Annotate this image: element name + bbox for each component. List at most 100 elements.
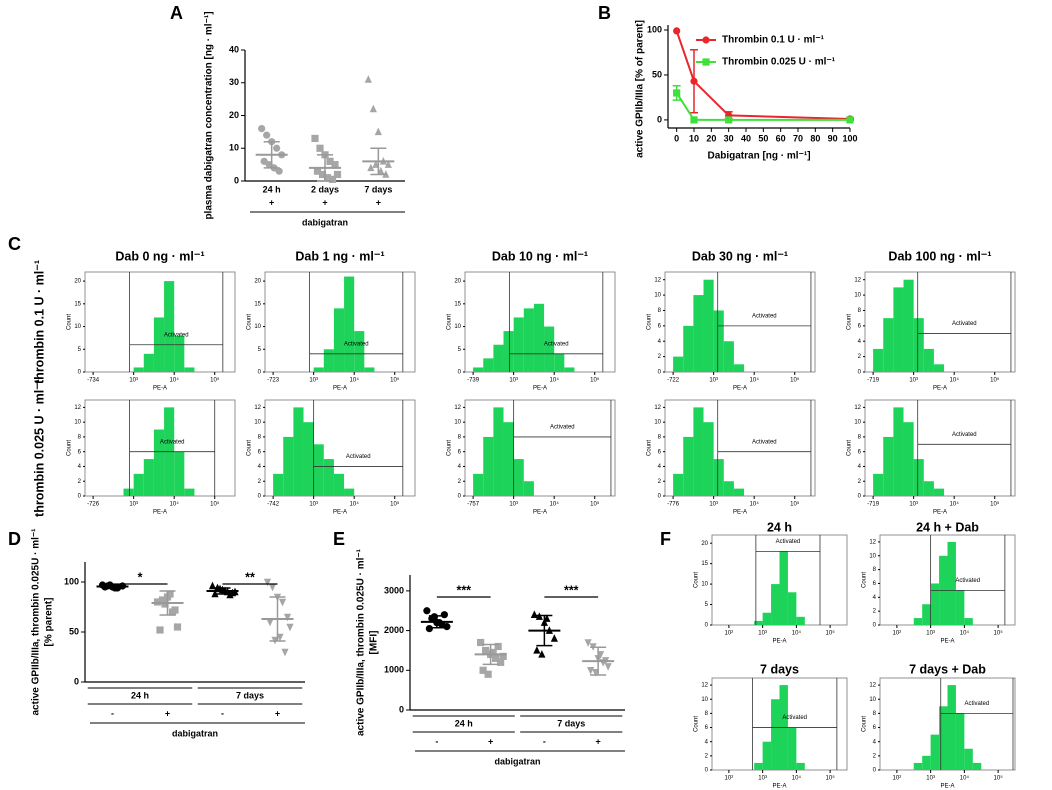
x-axis-label: PE-A xyxy=(333,386,347,392)
dot xyxy=(725,116,733,124)
x-tick-label: 10⁵ xyxy=(990,377,1000,384)
y-tick-label: 4 xyxy=(705,739,709,745)
treatment-label: + xyxy=(165,708,170,718)
bar xyxy=(333,308,345,372)
dot xyxy=(673,27,681,35)
x-tick-label: 60 xyxy=(776,133,786,143)
bar xyxy=(762,741,772,770)
y-axis-label: Count xyxy=(247,440,253,456)
gate-label: Activated xyxy=(164,332,189,338)
bar xyxy=(723,481,734,496)
y-tick-label: 15 xyxy=(74,301,81,307)
y-tick-label: 0 xyxy=(74,676,79,686)
y-tick-label: 100 xyxy=(647,24,662,34)
y-tick-label: 5 xyxy=(705,602,709,608)
dot xyxy=(318,170,327,179)
x-tick-label: -722 xyxy=(667,378,680,384)
x-tick-label: 30 xyxy=(724,133,734,143)
y-tick-label: 6 xyxy=(658,323,662,329)
dot xyxy=(369,104,377,113)
x-axis-label: PE-A xyxy=(933,510,947,516)
x-tick-label: 10⁴ xyxy=(550,377,560,384)
gate-label: Activated xyxy=(955,578,980,584)
y-tick-label: 2 xyxy=(78,479,82,485)
gate-label: Activated xyxy=(346,454,371,460)
bar xyxy=(133,367,144,372)
panel-title: Dab 10 ng · ml⁻¹ xyxy=(492,249,588,263)
bar xyxy=(930,734,940,770)
x-tick-label: 10⁵ xyxy=(994,775,1004,782)
x-tick-label: 10² xyxy=(893,776,902,782)
dot xyxy=(323,174,332,182)
x-tick-label: 20 xyxy=(706,133,716,143)
bar xyxy=(313,367,324,372)
bar xyxy=(922,604,931,625)
dot xyxy=(173,623,182,631)
y-tick-label: 8 xyxy=(658,435,662,441)
bar xyxy=(143,353,154,372)
bar xyxy=(133,473,144,496)
x-tick-label: 10⁵ xyxy=(210,377,220,384)
dot xyxy=(313,167,322,175)
legend-marker xyxy=(702,58,710,66)
bar xyxy=(503,422,514,496)
y-tick-label: 6 xyxy=(858,323,862,329)
bar xyxy=(344,276,355,372)
y-tick-label: 12 xyxy=(701,683,708,689)
dot xyxy=(497,658,505,666)
dot xyxy=(423,607,431,615)
dot xyxy=(266,618,274,627)
plot-frame xyxy=(464,399,616,497)
significance-label: *** xyxy=(564,583,579,597)
x-tick-label: 90 xyxy=(828,133,838,143)
y-tick-label: 8 xyxy=(858,435,862,441)
bar xyxy=(796,616,805,625)
category-label: 24 h xyxy=(455,718,473,728)
panel-title: Dab 30 ng · ml⁻¹ xyxy=(692,249,788,263)
y-tick-label: 12 xyxy=(654,277,661,283)
x-tick-label: 10³ xyxy=(129,502,138,508)
dot xyxy=(440,611,448,619)
y-tick-label: 40 xyxy=(229,44,239,54)
bar xyxy=(554,353,565,372)
treatment-label: + xyxy=(376,197,381,207)
dot xyxy=(311,134,319,143)
bar xyxy=(703,279,714,372)
x-tick-label: -734 xyxy=(87,378,100,384)
y-tick-label: 0 xyxy=(78,494,82,500)
bar xyxy=(713,310,724,372)
bar xyxy=(787,592,797,625)
row-label: thrombin 0.1 U · ml⁻¹ xyxy=(32,260,46,384)
panel-label: C xyxy=(8,234,21,254)
bar xyxy=(123,488,134,496)
bar xyxy=(303,422,314,496)
treatment-label: + xyxy=(488,736,493,746)
panel-title: 24 h + Dab xyxy=(916,520,979,534)
series-line xyxy=(675,30,851,121)
legend-label: Thrombin 0.025 U · ml⁻¹ xyxy=(722,57,836,68)
gate-label: Activated xyxy=(344,341,369,347)
bar xyxy=(930,583,940,625)
bar xyxy=(947,541,956,625)
bar xyxy=(693,407,704,496)
x-tick-label: -726 xyxy=(87,502,100,508)
x-tick-label: 10⁵ xyxy=(590,501,600,508)
y-tick-label: 2 xyxy=(658,479,662,485)
bar xyxy=(323,349,334,372)
bar xyxy=(364,367,375,372)
x-tick-label: 10² xyxy=(893,631,902,637)
treatment-label: - xyxy=(435,736,438,746)
y-axis-label: [MFI] xyxy=(369,631,380,655)
x-tick-label: 10³ xyxy=(909,378,918,384)
y-tick-label: 10 xyxy=(654,293,661,299)
panel-title: Dab 100 ng · ml⁻¹ xyxy=(888,249,991,263)
bar xyxy=(503,331,514,372)
y-tick-label: 12 xyxy=(854,277,861,283)
bar xyxy=(762,612,772,625)
bar xyxy=(883,436,894,496)
y-tick-label: 0 xyxy=(705,623,709,629)
bar xyxy=(333,473,345,496)
treatment-label: + xyxy=(275,708,280,718)
bar xyxy=(473,473,484,496)
y-tick-label: 4 xyxy=(258,464,262,470)
